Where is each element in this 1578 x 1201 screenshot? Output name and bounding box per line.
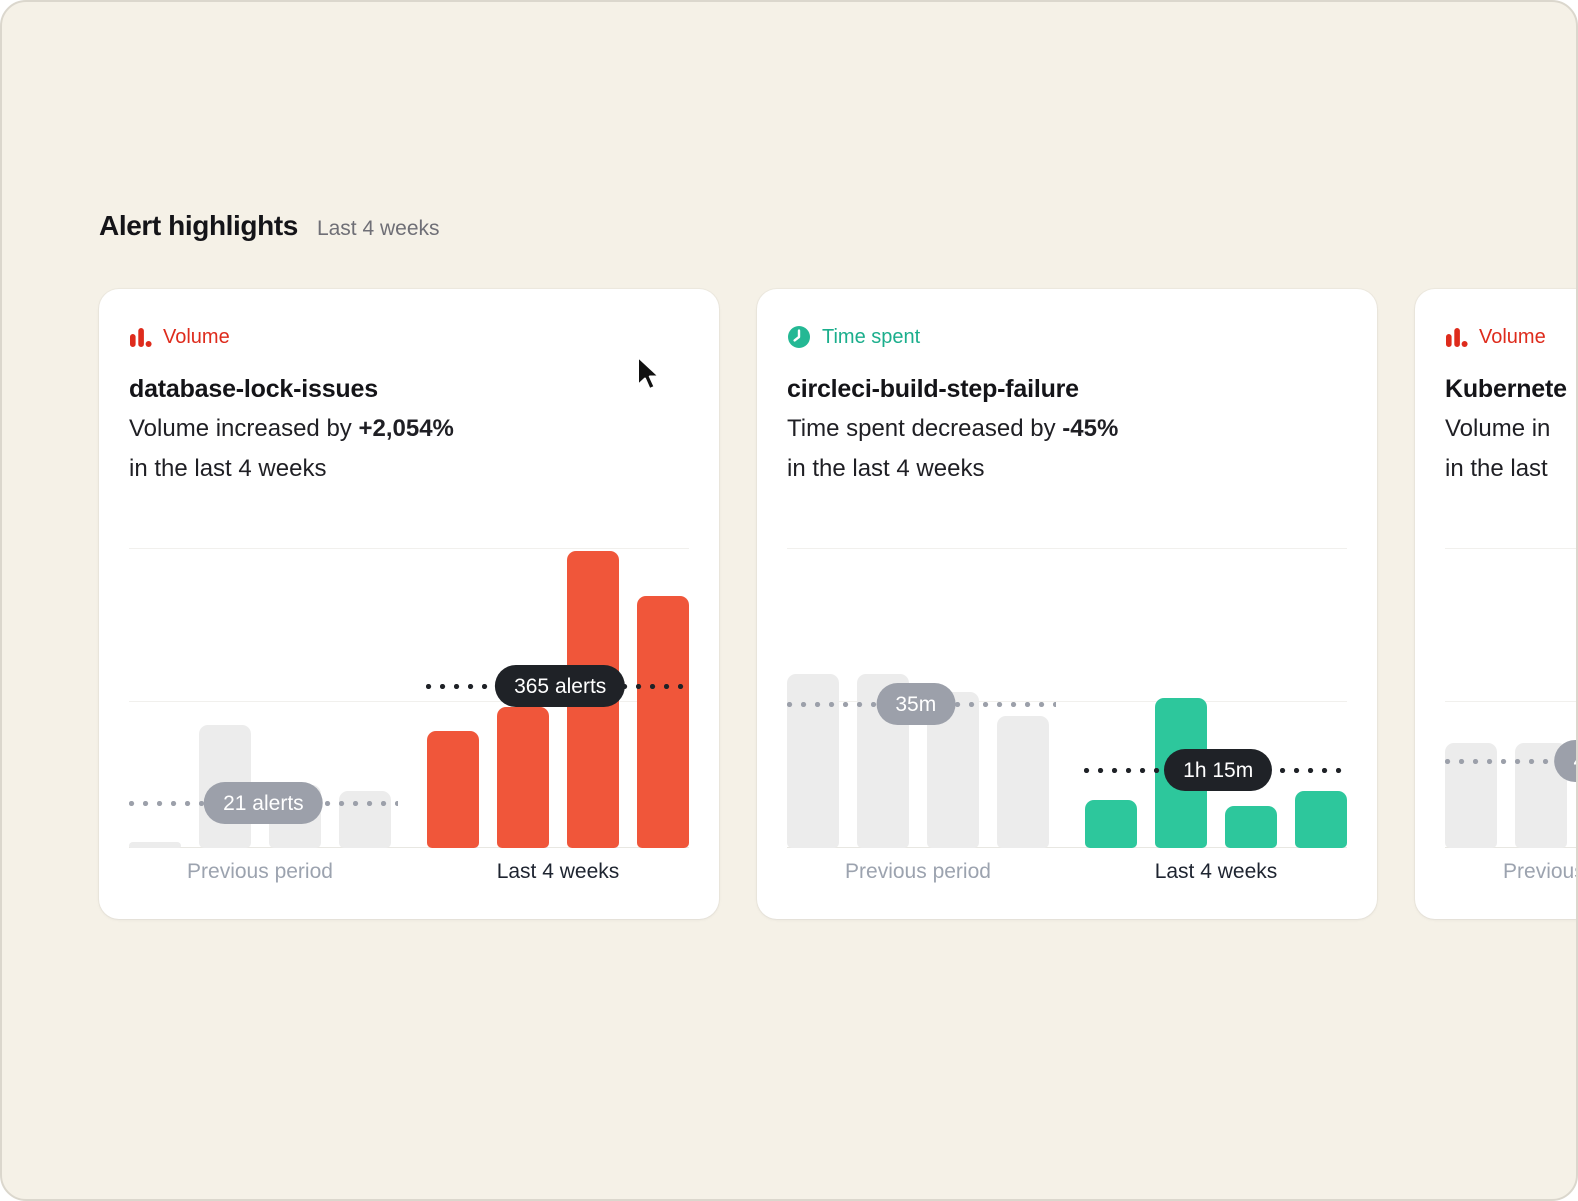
bar-previous-period <box>997 716 1049 848</box>
summary-text: Time spent decreased by <box>787 415 1063 442</box>
section-header: Alert highlights Last 4 weeks <box>99 210 440 242</box>
gridline <box>1445 548 1576 549</box>
reference-badge: 4 <box>1554 740 1576 782</box>
alert-title: Kubernete <box>1445 375 1567 403</box>
x-axis-label-previous-period: Previous period <box>845 860 991 883</box>
x-axis-label-previous-period: Previous period <box>187 860 333 883</box>
alert-summary: Volume increased by +2,054% in the last … <box>129 409 689 489</box>
x-axis-baseline <box>787 847 1347 848</box>
alert-summary: Time spent decreased by -45% in the last… <box>787 409 1347 489</box>
bar-current-period <box>637 596 689 848</box>
gridline <box>129 548 689 549</box>
summary-line2: in the last 4 weeks <box>787 455 985 482</box>
x-axis-baseline <box>1445 847 1576 848</box>
alert-title: database-lock-issues <box>129 375 378 403</box>
x-axis-labels: Previous period <box>1445 860 1578 888</box>
metric-row: Volume <box>1445 324 1576 350</box>
summary-line2: in the last 4 weeks <box>129 455 327 482</box>
bar-previous-period <box>129 842 181 848</box>
time-spent-bar-chart: 35m 1h 15m <box>787 548 1347 848</box>
summary-highlight: +2,054% <box>358 415 454 442</box>
bar-current-period <box>1085 800 1137 848</box>
alert-title: circleci-build-step-failure <box>787 375 1079 403</box>
bar-current-period <box>1295 791 1347 848</box>
bar-current-period <box>427 731 479 848</box>
metric-row: Volume <box>129 324 689 350</box>
summary-text: Volume in <box>1445 415 1551 442</box>
summary-highlight: -45% <box>1062 415 1119 442</box>
metric-label: Volume <box>163 325 230 348</box>
volume-bar-chart: 4 <box>1445 548 1576 848</box>
metric-label: Time spent <box>822 325 921 348</box>
summary-line2: in the last <box>1445 455 1548 482</box>
page-title: Alert highlights <box>99 210 298 241</box>
metric-label: Volume <box>1479 325 1546 348</box>
highlight-card-database-lock-issues[interactable]: Volume database-lock-issues Volume incre… <box>99 289 719 919</box>
x-axis-labels: Previous period Last 4 weeks <box>787 860 1347 888</box>
bar-chart-icon <box>129 325 152 349</box>
reference-dotted-line <box>1445 758 1576 764</box>
bar-current-period <box>1225 806 1277 848</box>
bar-chart-icon <box>1445 325 1468 349</box>
highlight-card-circleci-build-step-failure[interactable]: Time spent circleci-build-step-failure T… <box>757 289 1377 919</box>
x-axis-baseline <box>129 847 689 848</box>
reference-badge: 21 alerts <box>204 782 323 824</box>
x-axis-label-previous-period: Previous period <box>1503 860 1578 883</box>
gridline <box>1445 701 1576 702</box>
reference-badge: 1h 15m <box>1164 749 1273 791</box>
mouse-cursor-icon <box>634 355 664 398</box>
volume-bar-chart: 21 alerts 365 alerts <box>129 548 689 848</box>
reference-badge: 35m <box>876 683 956 725</box>
highlight-card-kubernetes[interactable]: Volume Kubernete Volume in in the last 4… <box>1415 289 1578 919</box>
metric-row: Time spent <box>787 324 1347 350</box>
x-axis-label-last-4-weeks: Last 4 weeks <box>496 860 620 883</box>
x-axis-labels: Previous period Last 4 weeks <box>129 860 689 888</box>
gridline <box>787 548 1347 549</box>
bar-previous-period <box>787 674 839 848</box>
clock-icon <box>787 325 811 349</box>
bar-current-period <box>497 707 549 848</box>
x-axis-label-last-4-weeks: Last 4 weeks <box>1154 860 1278 883</box>
header-period-label: Last 4 weeks <box>316 217 440 240</box>
reference-badge: 365 alerts <box>495 665 626 707</box>
gridline <box>129 701 689 702</box>
summary-text: Volume increased by <box>129 415 359 442</box>
gridline <box>787 701 1347 702</box>
alert-summary: Volume in in the last <box>1445 409 1576 489</box>
